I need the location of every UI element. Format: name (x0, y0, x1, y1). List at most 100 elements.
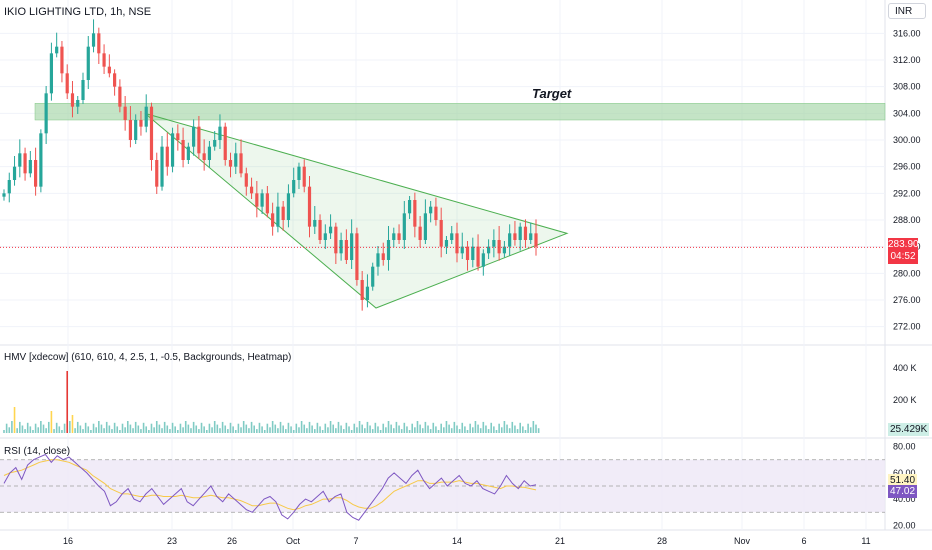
volume-bar (453, 421, 456, 433)
volume-bar (369, 425, 371, 433)
currency-button[interactable]: INR (888, 3, 926, 19)
candle-body (228, 160, 233, 167)
rsi-ma-line (3, 459, 537, 511)
rsi-indicator-label[interactable]: RSI (14, close) (4, 446, 71, 457)
volume-bar (277, 428, 279, 433)
volume-bar (332, 424, 335, 433)
candle-body (113, 73, 117, 87)
candle-body (12, 166, 17, 180)
price-tick-label: 312.00 (893, 55, 921, 65)
volume-bar (348, 426, 350, 433)
candle-body (334, 226, 338, 254)
volume-bar (269, 427, 271, 433)
triangle-shape (144, 112, 569, 309)
volume-bar (266, 423, 269, 433)
volume-bar (132, 428, 134, 433)
candle (170, 127, 175, 173)
candle (486, 239, 491, 259)
candle-body (423, 213, 427, 240)
candle (28, 151, 32, 178)
time-axis: 16 23 26 Oct 7 14 21 28 Nov 6 11 (63, 536, 871, 546)
candle-body (170, 133, 175, 167)
price-tick-label: 276.00 (893, 295, 921, 305)
candle-body (381, 253, 385, 260)
hmv-last-value-tag: 25.429K (888, 423, 930, 436)
volume-bar (66, 371, 69, 433)
candle (228, 152, 233, 178)
candle (81, 72, 85, 104)
candle-body (276, 206, 280, 227)
candle-body (34, 160, 38, 187)
candle (344, 229, 348, 264)
candle-body (149, 106, 154, 160)
candle (91, 19, 96, 53)
candle (355, 227, 359, 286)
volume-bar (456, 425, 458, 433)
volume-bar (490, 422, 493, 433)
volume-bar (19, 421, 21, 433)
volume-bar (263, 430, 266, 433)
volume-bar (242, 421, 245, 433)
candle-body (244, 173, 248, 187)
volume-bar (495, 430, 498, 433)
volume-bar (34, 423, 37, 433)
candle-body (323, 233, 327, 240)
volume-bar (529, 427, 532, 433)
candle (139, 111, 143, 136)
volume-bar (98, 421, 100, 433)
volume-bar (327, 427, 329, 433)
volume-bar (179, 423, 182, 433)
volume-bar (479, 428, 482, 433)
volume-bar (169, 429, 171, 433)
volume-bar (395, 421, 398, 433)
volume-bar (390, 424, 392, 433)
candle (402, 201, 406, 249)
candle (260, 189, 264, 214)
volume-bar (366, 421, 369, 433)
volume-bar (258, 422, 261, 433)
volume-bar (155, 421, 158, 433)
volume-bar (45, 428, 47, 433)
candle-body (234, 153, 238, 167)
candle-body (339, 240, 343, 254)
volume-bar (295, 423, 298, 433)
time-tick-label: 16 (63, 536, 73, 546)
volume-bar (119, 430, 121, 433)
candle-body (7, 180, 11, 194)
hmv-indicator-label[interactable]: HMV [xdecow] (610, 610, 4, 2.5, 1, -0.5,… (4, 352, 292, 363)
volume-bar (163, 421, 166, 433)
volume-bar (287, 422, 290, 433)
candle-body (144, 106, 148, 127)
volume-bar (408, 430, 411, 433)
volume-bar (282, 425, 284, 433)
candle-body (439, 220, 443, 247)
candle (481, 249, 485, 276)
candle-body (328, 226, 333, 234)
volume-bar (537, 428, 540, 433)
volume-bar (213, 421, 216, 433)
candle (360, 271, 364, 311)
volume-bar (392, 428, 395, 433)
candle (423, 199, 427, 244)
volume-bar (171, 422, 174, 433)
volume-bar (503, 421, 506, 433)
volume-bar (177, 430, 179, 433)
candle (476, 234, 480, 271)
volume-bar (506, 424, 508, 433)
candle (276, 192, 280, 233)
candle (23, 147, 27, 181)
volume-bar (253, 425, 255, 433)
candle (102, 44, 106, 74)
candle-body (350, 233, 354, 260)
candle (513, 221, 517, 246)
volume-bar (319, 426, 321, 433)
candle-body (376, 253, 380, 267)
candle (518, 222, 522, 251)
volume-bar (403, 422, 406, 433)
candle (149, 102, 154, 171)
candle (7, 172, 11, 203)
volume-bar (429, 429, 432, 433)
volume-bar (353, 423, 356, 433)
candle-body (513, 233, 517, 240)
volume-bar (8, 427, 11, 433)
